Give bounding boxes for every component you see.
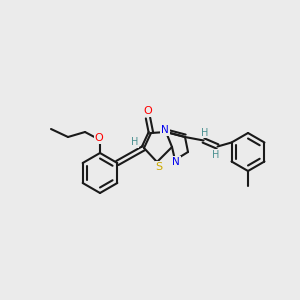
Text: N: N (172, 157, 180, 167)
Text: O: O (144, 106, 152, 116)
Text: S: S (155, 162, 163, 172)
Text: H: H (131, 137, 139, 147)
Text: O: O (94, 133, 103, 143)
Text: H: H (212, 149, 219, 160)
Text: H: H (201, 128, 208, 137)
Text: N: N (161, 125, 169, 135)
